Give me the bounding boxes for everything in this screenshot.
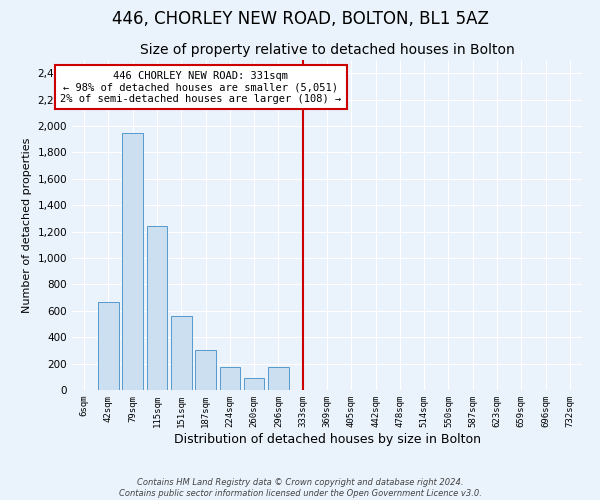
Bar	[195, 350, 216, 390]
Text: Contains HM Land Registry data © Crown copyright and database right 2024.
Contai: Contains HM Land Registry data © Crown c…	[119, 478, 481, 498]
Text: 446, CHORLEY NEW ROAD, BOLTON, BL1 5AZ: 446, CHORLEY NEW ROAD, BOLTON, BL1 5AZ	[112, 10, 488, 28]
Y-axis label: Number of detached properties: Number of detached properties	[22, 138, 32, 312]
X-axis label: Distribution of detached houses by size in Bolton: Distribution of detached houses by size …	[173, 432, 481, 446]
Bar	[122, 132, 143, 390]
Bar	[244, 378, 265, 390]
Title: Size of property relative to detached houses in Bolton: Size of property relative to detached ho…	[140, 44, 514, 58]
Bar	[98, 302, 119, 390]
Bar	[171, 316, 191, 390]
Bar	[146, 226, 167, 390]
Bar	[220, 367, 240, 390]
Text: 446 CHORLEY NEW ROAD: 331sqm
← 98% of detached houses are smaller (5,051)
2% of : 446 CHORLEY NEW ROAD: 331sqm ← 98% of de…	[60, 70, 341, 104]
Bar	[268, 367, 289, 390]
